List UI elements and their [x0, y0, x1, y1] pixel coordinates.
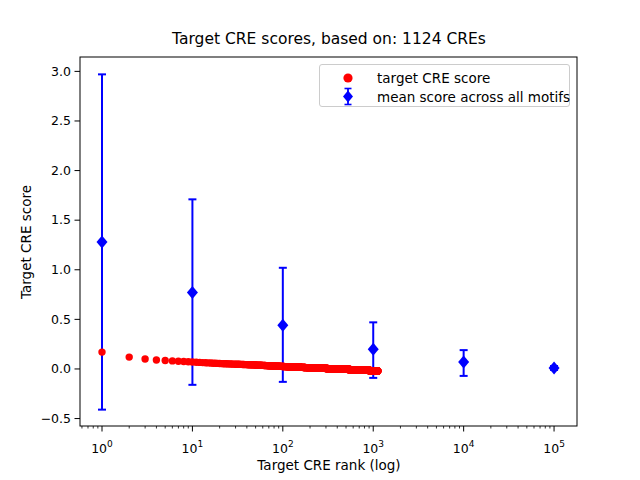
- legend: target CRE score mean score across all m…: [319, 64, 570, 107]
- mean-diamond-marker: [187, 286, 198, 299]
- y-tick-label: 0.5: [51, 312, 71, 327]
- red-dot: [98, 348, 105, 355]
- legend-entry-target-cre-score: target CRE score: [320, 68, 569, 87]
- target-cre-score-dots: [98, 348, 381, 374]
- red-dot: [374, 367, 381, 374]
- x-tick-label: 101: [182, 439, 204, 456]
- mean-diamond-marker: [277, 319, 288, 332]
- y-axis-label: Target CRE score: [18, 136, 34, 348]
- y-tick-label: 1.0: [51, 262, 71, 277]
- y-tick-label: 3.0: [51, 64, 71, 79]
- y-tick-label: 1.5: [51, 212, 71, 227]
- x-tick-label: 105: [543, 439, 565, 456]
- legend-label: mean score across all motifs: [377, 89, 570, 105]
- red-dot: [141, 355, 148, 362]
- y-tick-label: 0.0: [51, 361, 71, 376]
- red-dot: [153, 356, 160, 363]
- x-tick-label: 100: [91, 439, 113, 456]
- x-tick-label: 102: [272, 439, 294, 456]
- chart-title: Target CRE scores, based on: 1124 CREs: [81, 30, 577, 48]
- x-tick-label: 104: [453, 439, 475, 456]
- red-dot: [126, 353, 133, 360]
- figure-target-cre-scores: 100 101 102 103 104 105 3.0 2.5 2.0 1.5 1.0 0.5 0.0 −…: [0, 0, 640, 480]
- mean-diamond-marker: [549, 361, 560, 374]
- legend-label: target CRE score: [377, 70, 490, 86]
- mean-diamond-marker: [458, 356, 469, 369]
- y-tick-label: −0.5: [41, 411, 71, 426]
- blue-diamond-errorbar-marker-icon: [331, 87, 365, 106]
- legend-entry-mean-score: mean score across all motifs: [320, 87, 569, 106]
- mean-diamond-marker: [368, 343, 379, 356]
- red-circle-marker-icon: [331, 68, 365, 87]
- x-axis-label: Target CRE rank (log): [81, 457, 577, 473]
- red-dot: [162, 357, 169, 364]
- x-tick-label: 103: [362, 439, 384, 456]
- y-tick-label: 2.5: [51, 113, 71, 128]
- y-tick-label: 2.0: [51, 163, 71, 178]
- mean-diamond-marker: [97, 235, 108, 248]
